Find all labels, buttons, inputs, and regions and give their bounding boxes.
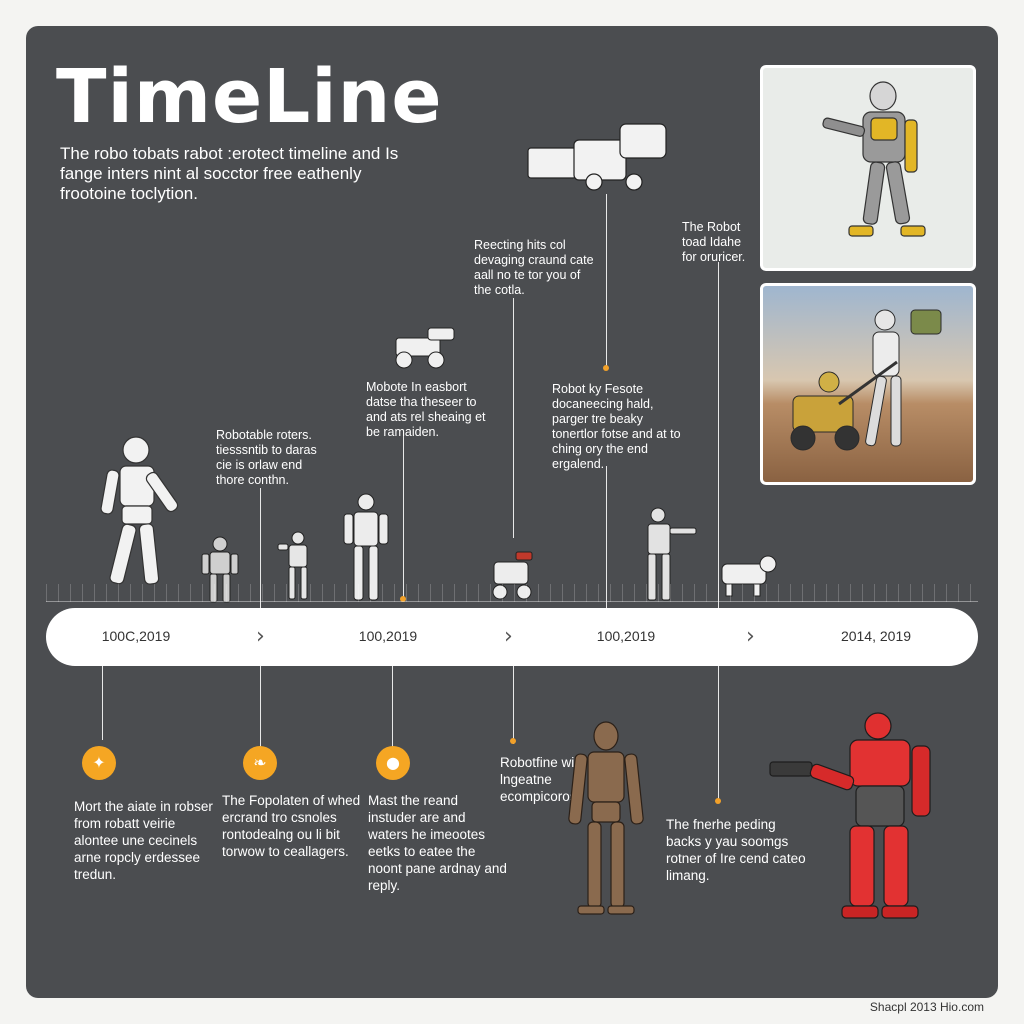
timeline-dot — [510, 738, 516, 744]
connector-line — [260, 488, 261, 608]
connector-line — [403, 436, 404, 598]
timeline-label-3: 100,2019 — [596, 628, 656, 644]
timeline-ruler-base — [46, 601, 978, 602]
chat-bubble-icon: ● — [376, 746, 410, 780]
top-note-2: Mobote In easbort datse tha theseer to a… — [366, 380, 486, 439]
connector-line — [718, 666, 719, 802]
connector-line — [606, 194, 607, 368]
top-note-3: Reecting hits col devaging craund cate a… — [474, 238, 594, 297]
connector-line — [392, 666, 393, 748]
connector-line — [102, 666, 103, 740]
robot-illustration — [647, 507, 697, 601]
bottom-note-5: The fnerhe peding backs y yau soomgs rot… — [666, 817, 806, 883]
timeline-dot — [603, 365, 609, 371]
timeline-label-4: 2014, 2019 — [840, 628, 912, 644]
timeline-dot — [400, 596, 406, 602]
connector-line — [718, 262, 719, 608]
top-note-4: Robot ky Fesote docaneecing hald, parger… — [552, 382, 681, 471]
timeline-label-2: 100,2019 — [358, 628, 418, 644]
machine-robot-illustration — [527, 123, 667, 191]
quadruped-robot-illustration — [721, 555, 777, 597]
timeline-label-1: 100C,2019 — [101, 628, 171, 644]
rover-robot-illustration — [492, 551, 533, 600]
leaf-icon: ❧ — [243, 746, 277, 780]
small-robot-illustration — [277, 531, 308, 600]
red-robot-illustration — [769, 712, 931, 919]
chevron-right-icon[interactable]: › — [256, 624, 265, 649]
vehicle-robot-illustration — [395, 327, 455, 369]
yellow-robot-photo — [760, 65, 976, 271]
bottom-note-2: The Fopolaten of whed ercrand tro csnole… — [222, 793, 361, 859]
bottom-note-4: Robotfine wia lngeatne ecompicoros. — [500, 755, 582, 804]
connector-line — [260, 666, 261, 748]
robot-illustration — [343, 493, 389, 601]
connector-line — [606, 466, 607, 608]
white-robot-illustration — [100, 436, 179, 585]
page-title: TimeLine — [56, 54, 443, 140]
intro-text: The robo tobats rabot :erotect timeline … — [60, 144, 399, 203]
bronze-robot-illustration — [568, 721, 644, 915]
bottom-note-1: Mort the aiate in robser from robatt vei… — [74, 799, 213, 882]
connector-line — [513, 298, 514, 538]
timeline-ruler — [46, 584, 978, 602]
timeline-panel: TimeLine The robo tobats rabot :erotect … — [26, 26, 998, 998]
chevron-right-icon[interactable]: › — [746, 624, 755, 649]
timeline-dot — [715, 798, 721, 804]
image-credit: Shacpl 2013 Hio.com — [869, 1000, 984, 1014]
chevron-right-icon[interactable]: › — [504, 624, 513, 649]
twitter-bird-icon: ✦ — [82, 746, 116, 780]
top-note-1: Robotable roters. tiesssntib to daras ci… — [216, 428, 317, 487]
small-robot-illustration — [201, 536, 239, 603]
connector-line — [513, 666, 514, 744]
top-note-5: The Robot toad Idahe for oruricer. — [682, 220, 746, 264]
timeline-bar: 100C,2019 › 100,2019 › 100,2019 › 2014, … — [46, 608, 978, 666]
bottom-note-3: Mast the reand instuder are and waters h… — [368, 793, 507, 893]
desert-robot-photo — [760, 283, 976, 485]
